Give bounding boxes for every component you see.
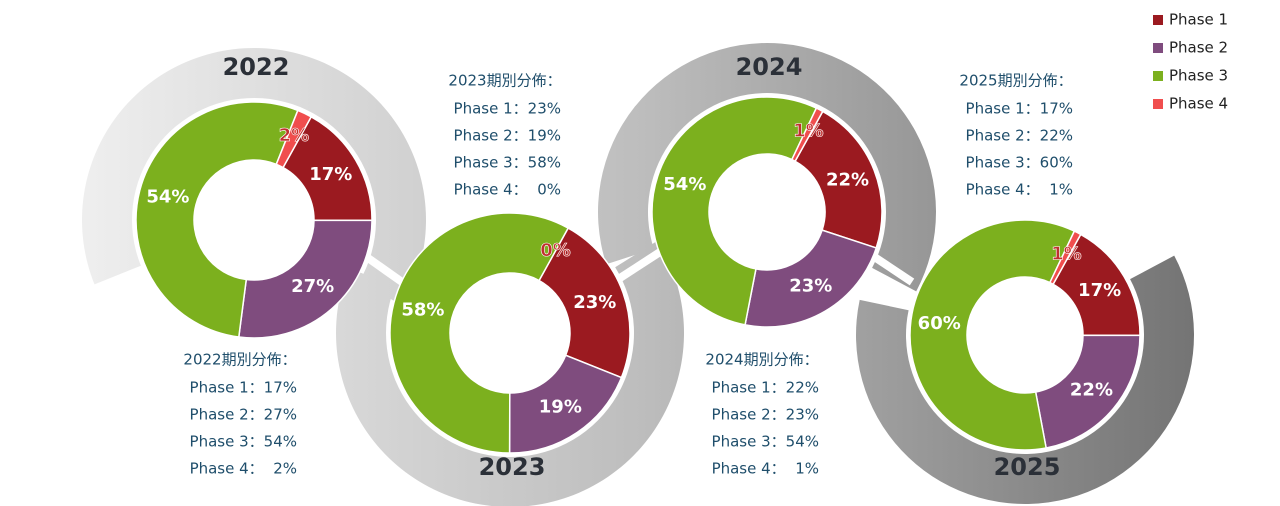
breakdown-line: Phase 2：19% — [454, 127, 561, 145]
breakdown-line: Phase 3：54% — [190, 433, 297, 451]
slice-label: 1% — [1051, 244, 1082, 265]
legend-label: Phase 3 — [1169, 67, 1228, 85]
donut-slice — [1048, 230, 1082, 286]
breakdown-line: Phase 4： 1% — [966, 181, 1073, 199]
ring-arc — [336, 240, 684, 506]
legend-label: Phase 1 — [1169, 11, 1228, 29]
slice-label: 60% — [918, 313, 961, 334]
legend: Phase 1 Phase 2 Phase 3 Phase 4 — [1153, 11, 1228, 113]
breakdown-line: Phase 2：23% — [712, 406, 819, 424]
donut-slice — [794, 110, 883, 249]
breakdown-line: Phase 1：23% — [454, 100, 561, 118]
breakdown-line: Phase 1：22% — [712, 379, 819, 397]
legend-label: Phase 4 — [1169, 95, 1228, 113]
ring-arc — [82, 47, 426, 306]
slice-label: 1% — [793, 121, 824, 142]
breakdown-line: Phase 4： 1% — [712, 460, 819, 478]
slice-label: 23% — [789, 276, 832, 297]
slice-label: 0% — [540, 240, 571, 261]
slice-label: 17% — [309, 164, 352, 185]
donut-slice — [237, 219, 373, 339]
donut-slice — [909, 219, 1076, 451]
donut-charts: 17% 27% 54% 2% 2022 2022期別分佈： Phase 1：17% Phase… — [135, 53, 1141, 481]
donut-slice — [1034, 334, 1141, 449]
slice-label: 19% — [539, 397, 582, 418]
slice-label: 23% — [573, 292, 616, 313]
slice-label: 2% — [279, 125, 310, 146]
breakdown-line: Phase 3：60% — [966, 154, 1073, 172]
breakdown-title: 2022期別分佈： — [183, 351, 296, 369]
donut-slice — [275, 109, 313, 169]
breakdown-line: Phase 1：17% — [190, 379, 297, 397]
breakdown-line: Phase 3：54% — [712, 433, 819, 451]
legend-swatch — [1153, 43, 1163, 53]
slice-label: 54% — [663, 174, 706, 195]
breakdown-line: Phase 3：58% — [454, 154, 561, 172]
slice-label: 58% — [401, 299, 444, 320]
legend-swatch — [1153, 71, 1163, 81]
donut-slice — [135, 101, 299, 338]
breakdown-line: Phase 4： 0% — [454, 181, 561, 199]
slice-label: 17% — [1078, 280, 1121, 301]
breakdown-title: 2024期別分佈： — [705, 351, 818, 369]
ring-arc — [598, 43, 936, 292]
ring-gap — [870, 252, 915, 286]
breakdown-title: 2023期別分佈： — [448, 72, 561, 90]
donut-slice — [538, 227, 631, 379]
year-title: 2022 — [223, 53, 290, 81]
slice-label: 22% — [826, 169, 869, 190]
breakdown-line: Phase 1：17% — [966, 100, 1073, 118]
legend-swatch — [1153, 99, 1163, 109]
breakdown-line: Phase 4： 2% — [190, 460, 297, 478]
ring-gap — [617, 248, 663, 282]
year-title: 2025 — [994, 453, 1061, 481]
legend-swatch — [1153, 15, 1163, 25]
ring-arc — [856, 255, 1195, 505]
slice-label: 22% — [1070, 379, 1113, 400]
donut-slice — [651, 96, 818, 326]
slice-label: 54% — [146, 187, 189, 208]
breakdown-title: 2025期別分佈： — [959, 72, 1072, 90]
donut-slice — [389, 212, 570, 454]
donut-slice — [744, 229, 878, 328]
ring-gap — [365, 254, 405, 286]
legend-label: Phase 2 — [1169, 39, 1228, 57]
donut-slice — [790, 107, 824, 163]
slice-label: 27% — [291, 276, 334, 297]
year-title: 2023 — [479, 453, 546, 481]
breakdown-line: Phase 2：22% — [966, 127, 1073, 145]
breakdown-line: Phase 2：27% — [190, 406, 297, 424]
decorative-rings — [82, 43, 1195, 506]
year-title: 2024 — [736, 53, 803, 81]
